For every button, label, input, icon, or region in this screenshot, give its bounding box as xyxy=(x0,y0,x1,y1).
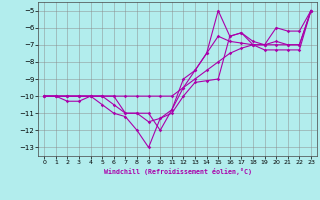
X-axis label: Windchill (Refroidissement éolien,°C): Windchill (Refroidissement éolien,°C) xyxy=(104,168,252,175)
